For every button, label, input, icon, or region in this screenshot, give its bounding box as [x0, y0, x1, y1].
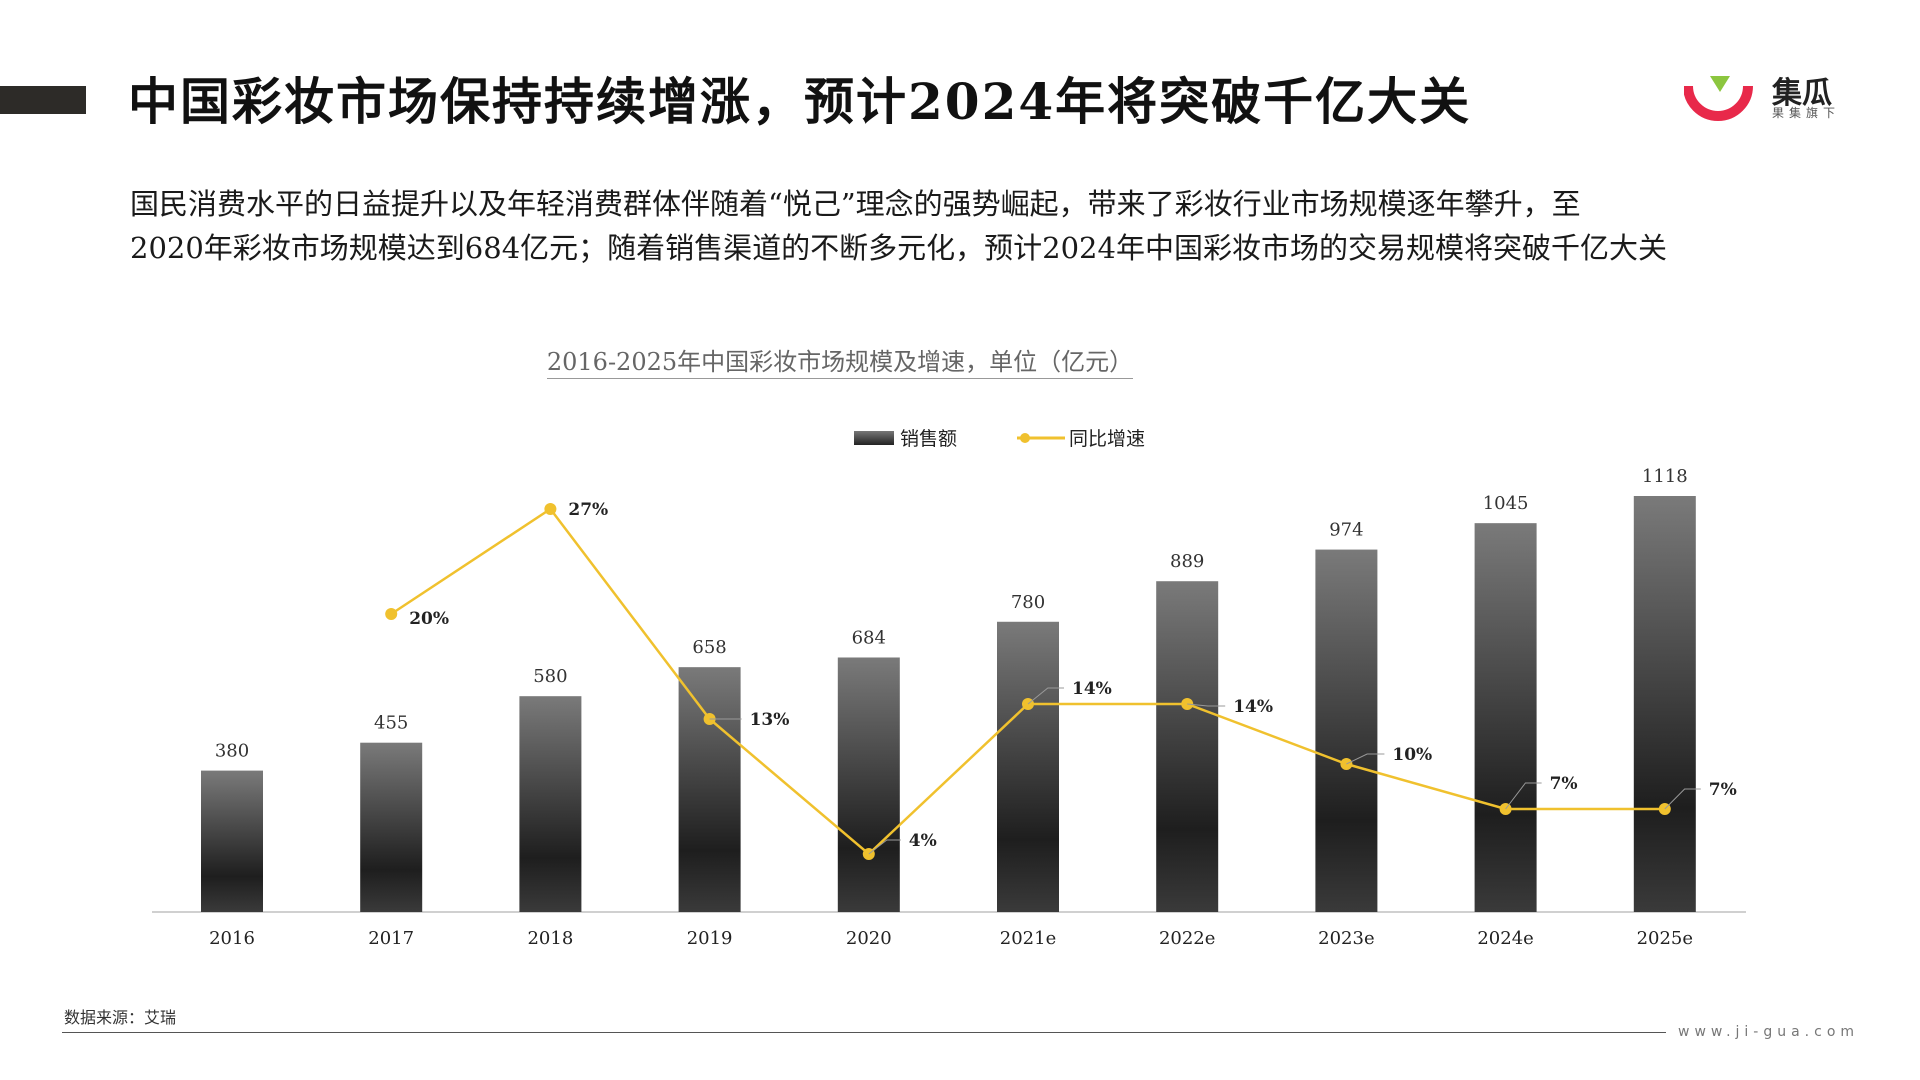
description-line-1: 国民消费水平的日益提升以及年轻消费群体伴随着“悦己”理念的强势崛起，带来了彩妆行… [130, 187, 1581, 221]
growth-label-2023e: 10% [1392, 745, 1432, 765]
data-source: 数据来源：艾瑞 [64, 1008, 177, 1027]
growth-label-2018: 27% [568, 500, 608, 520]
x-tick-label-2018: 2018 [527, 928, 573, 949]
x-tick-label-2021e: 2021e [1000, 928, 1056, 949]
description: 国民消费水平的日益提升以及年轻消费群体伴随着“悦己”理念的强势崛起，带来了彩妆行… [130, 182, 1830, 270]
growth-leader-2023e [1346, 753, 1385, 765]
bar-value-label-2021e: 780 [1011, 592, 1045, 613]
growth-leader-2025e [1664, 788, 1701, 810]
bar-2021e [997, 621, 1059, 912]
growth-label-2021e: 14% [1072, 679, 1112, 699]
bar-value-label-2018: 580 [533, 666, 567, 687]
growth-label-2020: 4% [909, 831, 937, 851]
growth-label-2022e: 14% [1233, 697, 1273, 717]
logo-subtitle: 果集旗下 [1772, 106, 1841, 120]
growth-leader-2020 [868, 839, 901, 855]
legend-item-sales: 销售额 [854, 424, 957, 451]
bar-2019 [678, 667, 741, 912]
chart-title: 2016-2025年中国彩妆市场规模及增速，单位（亿元） [0, 342, 1680, 379]
title-accent-bar [0, 86, 86, 114]
x-tick-label-2016: 2016 [209, 928, 255, 949]
chart-title-text: 2016-2025年中国彩妆市场规模及增速，单位（亿元） [546, 348, 1134, 379]
growth-point-2017 [385, 608, 398, 620]
legend-line-swatch [1017, 432, 1066, 443]
bar-value-label-2022e: 889 [1170, 551, 1204, 572]
bar-value-label-2023e: 974 [1329, 520, 1363, 541]
website-url: www.ji-gua.com [1678, 1024, 1860, 1040]
footer-divider [62, 1032, 1666, 1033]
x-tick-label-2024e: 2024e [1477, 928, 1533, 949]
bar-value-label-2025e: 1118 [1642, 466, 1688, 487]
bar-value-label-2024e: 1045 [1483, 493, 1529, 514]
x-tick-label-2019: 2019 [687, 928, 733, 949]
growth-leader-2024e [1505, 782, 1542, 810]
bar-2022e [1156, 581, 1219, 912]
bar-2020 [837, 657, 900, 912]
page-title: 中国彩妆市场保持持续增涨，预计2024年将突破千亿大关 [128, 72, 1472, 131]
growth-label-2019: 13% [750, 710, 790, 730]
x-tick-label-2017: 2017 [368, 928, 414, 949]
jigua-logo-icon [1684, 76, 1753, 121]
bar-value-label-2019: 658 [692, 637, 726, 658]
chart-legend: 销售额 同比增速 [854, 424, 1205, 451]
bar-2025e [1633, 496, 1696, 912]
legend-bar-swatch [854, 430, 894, 445]
growth-label-2024e: 7% [1550, 774, 1578, 794]
x-tick-label-2025e: 2025e [1637, 928, 1693, 949]
bar-2016 [201, 770, 263, 912]
bar-2024e [1474, 523, 1537, 912]
legend-label-sales: 销售额 [900, 428, 958, 450]
legend-item-growth: 同比增速 [1017, 424, 1145, 451]
logo-name: 集瓜 [1772, 76, 1832, 111]
bar-2017 [360, 742, 423, 912]
bar-value-label-2020: 684 [852, 627, 886, 648]
bar-value-label-2017: 455 [374, 713, 408, 734]
x-tick-label-2023e: 2023e [1318, 928, 1374, 949]
growth-leader-2021e [1027, 687, 1064, 705]
growth-point-2018 [544, 503, 557, 515]
description-line-2: 2020年彩妆市场规模达到684亿元；随着销售渠道的不断多元化，预计2024年中… [130, 231, 1667, 265]
growth-leader-2022e [1187, 703, 1226, 707]
legend-label-growth: 同比增速 [1069, 428, 1146, 450]
x-tick-label-2022e: 2022e [1159, 928, 1215, 949]
x-tick-label-2020: 2020 [846, 928, 892, 949]
bar-value-label-2016: 380 [215, 741, 249, 762]
bar-2018 [519, 696, 582, 912]
bar-2023e [1315, 549, 1378, 912]
growth-label-2017: 20% [409, 609, 449, 629]
growth-label-2025e: 7% [1709, 780, 1737, 800]
